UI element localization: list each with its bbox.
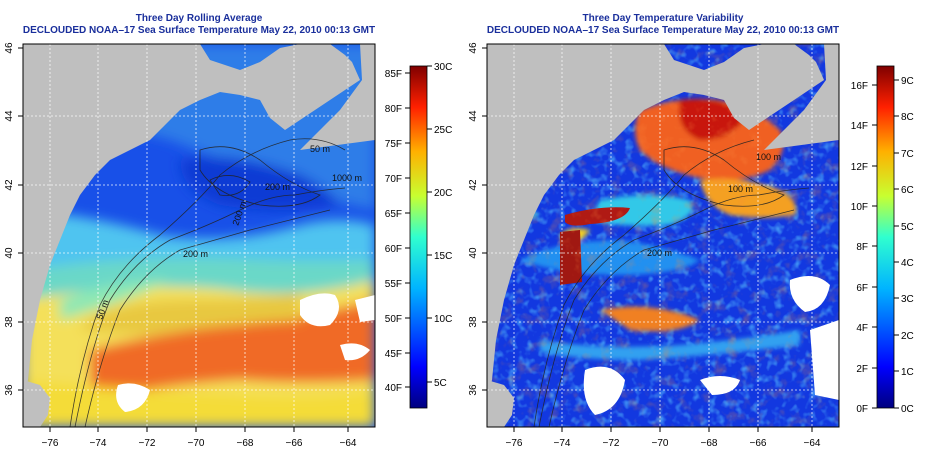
left-colorbar-c-label: 10C — [434, 314, 452, 325]
right-colorbar-f-label: 0F — [856, 404, 868, 415]
right-y-tick: 46 — [468, 42, 479, 54]
left-colorbar-f-label: 80F — [385, 104, 402, 115]
left-colorbar-f-label: 50F — [385, 314, 402, 325]
left-colorbar-c-label: 20C — [434, 188, 452, 199]
left-y-tick: 46 — [4, 42, 15, 54]
left-y-tick: 40 — [4, 247, 15, 259]
left-y-tick: 44 — [4, 110, 15, 122]
left-y-tick: 36 — [4, 384, 15, 396]
left-contour-label-50m-b: 50 m — [310, 144, 330, 154]
right-colorbar-c-label: 0C — [901, 404, 914, 415]
left-x-tick: −70 — [188, 438, 205, 449]
right-x-tick: −66 — [750, 438, 767, 449]
right-colorbar-c-label: 8C — [901, 112, 914, 123]
left-colorbar: 40F 45F 50F 55F 60F 65F 70F 75F 80F 85F … — [385, 62, 452, 409]
left-colorbar-f-label: 40F — [385, 383, 402, 394]
right-colorbar-c-label: 9C — [901, 76, 914, 87]
right-colorbar-c-label: 3C — [901, 294, 914, 305]
right-colorbar-f-label: 2F — [856, 364, 868, 375]
right-y-axis: 36 38 40 42 44 46 — [468, 42, 487, 396]
left-colorbar-f-label: 75F — [385, 139, 402, 150]
left-colorbar-c-label: 15C — [434, 251, 452, 262]
left-colorbar-c-label: 5C — [434, 378, 447, 389]
right-x-tick: −64 — [804, 438, 821, 449]
right-x-tick: −70 — [652, 438, 669, 449]
right-title-line1: Three Day Temperature Variability — [583, 13, 744, 24]
right-y-tick: 36 — [468, 384, 479, 396]
right-colorbar-f-label: 14F — [851, 121, 868, 132]
right-colorbar-c-label: 4C — [901, 258, 914, 269]
right-colorbar-f-label: 16F — [851, 81, 868, 92]
left-x-axis: −76 −74 −72 −70 −68 −66 −64 — [42, 427, 357, 449]
left-colorbar-f-label: 45F — [385, 349, 402, 360]
right-title-line2: DECLOUDED NOAA–17 Sea Surface Temperatur… — [487, 25, 839, 36]
right-colorbar-f-label: 12F — [851, 162, 868, 173]
left-colorbar-f-label: 85F — [385, 69, 402, 80]
left-colorbar-f-label: 55F — [385, 279, 402, 290]
right-y-tick: 40 — [468, 247, 479, 259]
right-x-axis: −76 −74 −72 −70 −68 −66 −64 — [506, 427, 821, 449]
left-title-line2: DECLOUDED NOAA–17 Sea Surface Temperatur… — [23, 25, 375, 36]
right-colorbar-f-label: 10F — [851, 202, 868, 213]
left-contour-label-200m-a: 200 m — [183, 249, 208, 259]
left-x-tick: −64 — [340, 438, 357, 449]
left-x-tick: −74 — [90, 438, 107, 449]
right-colorbar-c-label: 7C — [901, 149, 914, 160]
left-colorbar-f-label: 65F — [385, 209, 402, 220]
left-x-tick: −66 — [286, 438, 303, 449]
left-x-tick: −72 — [139, 438, 156, 449]
right-y-tick: 38 — [468, 316, 479, 328]
right-y-tick: 42 — [468, 179, 479, 191]
left-x-tick: −76 — [42, 438, 59, 449]
right-colorbar-c-label: 1C — [901, 367, 914, 378]
right-x-tick: −68 — [701, 438, 718, 449]
right-x-tick: −76 — [506, 438, 523, 449]
right-colorbar-c-label: 2C — [901, 331, 914, 342]
left-sst-map — [23, 44, 375, 427]
right-colorbar-c-label: 6C — [901, 185, 914, 196]
right-colorbar-f-label: 8F — [856, 242, 868, 253]
right-contour-label-200m: 200 m — [647, 248, 672, 258]
right-y-tick: 44 — [468, 110, 479, 122]
left-x-tick: −68 — [237, 438, 254, 449]
left-y-axis: 36 38 40 42 44 46 — [4, 42, 23, 396]
right-contour-label-100m-b: 100 m — [728, 184, 753, 194]
left-y-tick: 38 — [4, 316, 15, 328]
left-colorbar-c-label: 25C — [434, 125, 452, 136]
right-contour-label-100m-a: 100 m — [756, 152, 781, 162]
right-colorbar: 0F 2F 4F 6F 8F 10F 12F 14F 16F 0C 1C 2C … — [851, 65, 914, 415]
right-colorbar-f-label: 6F — [856, 283, 868, 294]
left-map-frame — [22, 43, 376, 428]
left-colorbar-c-label: 30C — [434, 62, 452, 73]
left-colorbar-f-label: 60F — [385, 244, 402, 255]
left-y-tick: 42 — [4, 179, 15, 191]
right-x-tick: −74 — [554, 438, 571, 449]
left-title-line1: Three Day Rolling Average — [136, 13, 263, 24]
right-map-frame — [486, 43, 840, 428]
left-colorbar-f-label: 70F — [385, 174, 402, 185]
right-x-tick: −72 — [603, 438, 620, 449]
right-variability-map — [487, 44, 839, 427]
right-colorbar-c-label: 5C — [901, 222, 914, 233]
right-colorbar-f-label: 4F — [856, 323, 868, 334]
left-contour-label-1000m: 1000 m — [332, 173, 362, 183]
left-contour-label-200m-c: 200 m — [265, 182, 290, 192]
